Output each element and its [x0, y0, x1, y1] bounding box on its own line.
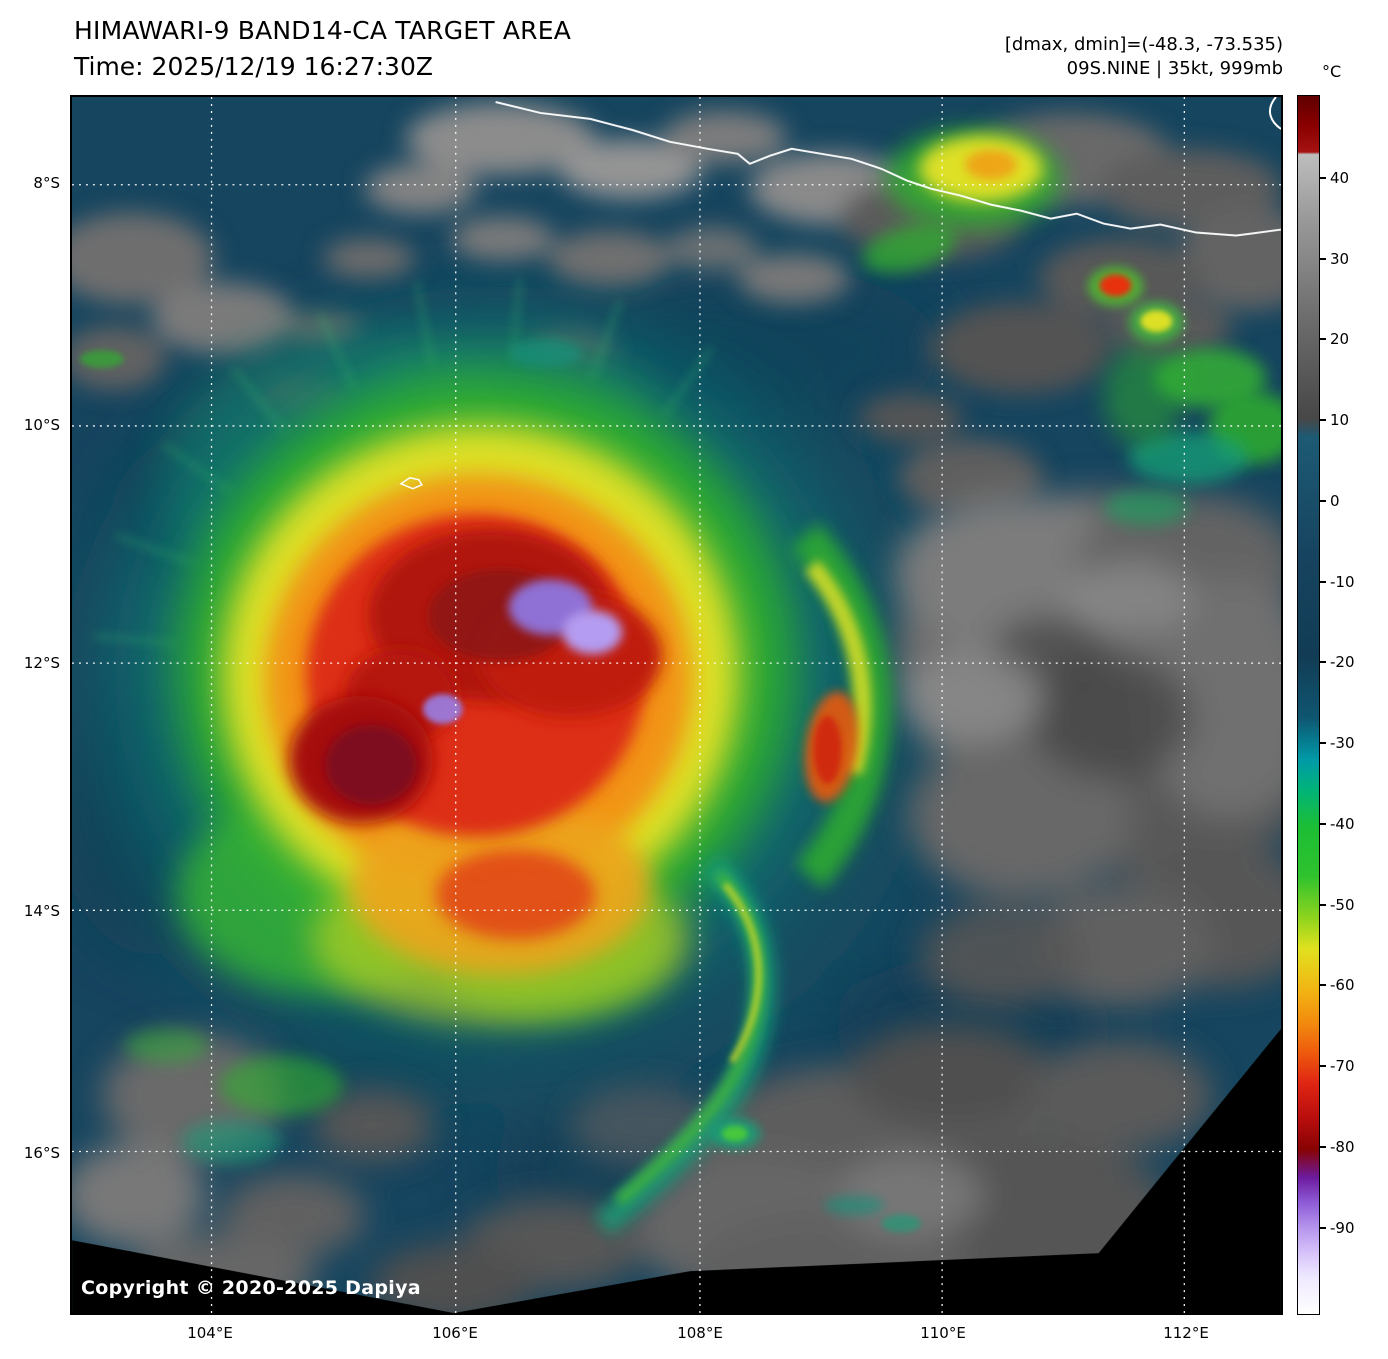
colorbar-tick-label: -80	[1330, 1138, 1355, 1156]
colorbar-tick	[1320, 661, 1326, 663]
colorbar-tick-label: -40	[1330, 815, 1355, 833]
lat-label-10s: 10°S	[23, 416, 60, 434]
colorbar-tick-label: 10	[1330, 411, 1350, 429]
lat-label-8s: 8°S	[33, 174, 60, 192]
colorbar	[1297, 95, 1320, 1315]
coastline-fragment	[1268, 97, 1281, 130]
colorbar-tick	[1320, 1146, 1326, 1148]
page-title: HIMAWARI-9 BAND14-CA TARGET AREA	[74, 16, 572, 45]
colorbar-unit-label: °C	[1322, 62, 1342, 81]
timestamp: Time: 2025/12/19 16:27:30Z	[74, 52, 433, 81]
colorbar-tick-label: -70	[1330, 1057, 1355, 1075]
graticule	[72, 97, 1281, 1313]
tropical-cyclone	[93, 278, 892, 1236]
lon-label-104e: 104°E	[187, 1324, 233, 1342]
colorbar-tick	[1320, 177, 1326, 179]
colorbar-tick	[1320, 823, 1326, 825]
colorbar-tick-label: -90	[1330, 1219, 1355, 1237]
colorbar-tick-label: -30	[1330, 734, 1355, 752]
colorbar-tick	[1320, 984, 1326, 986]
colorbar-tick	[1320, 742, 1326, 744]
lon-label-106e: 106°E	[432, 1324, 478, 1342]
copyright: Copyright © 2020-2025 Dapiya	[81, 1277, 421, 1299]
colorbar-tick-label: -60	[1330, 976, 1355, 994]
lon-label-108e: 108°E	[677, 1324, 723, 1342]
colorbar-tick	[1320, 1227, 1326, 1229]
dmax-dmin-readout: [dmax, dmin]=(-48.3, -73.535)	[1004, 34, 1283, 55]
cold-cloud-spots-northeast	[862, 128, 1281, 526]
colorbar-tick	[1320, 500, 1326, 502]
scattered-cold-spots	[79, 339, 922, 1233]
gray-clouds-north	[72, 102, 1281, 516]
colorbar-tick-label: -50	[1330, 896, 1355, 914]
colorbar-tick	[1320, 258, 1326, 260]
lat-label-16s: 16°S	[23, 1144, 60, 1162]
lon-label-112e: 112°E	[1163, 1324, 1209, 1342]
colorbar-tick	[1320, 338, 1326, 340]
colorbar-tick-label: 20	[1330, 330, 1350, 348]
colorbar-tick	[1320, 581, 1326, 583]
lat-label-14s: 14°S	[23, 902, 60, 920]
storm-info: 09S.NINE | 35kt, 999mb	[1066, 58, 1283, 79]
coastline	[495, 101, 1281, 237]
gray-clouds-east	[894, 490, 1281, 1009]
colorbar-tick-label: -10	[1330, 573, 1355, 591]
colorbar-tick-label: 0	[1330, 492, 1340, 510]
colorbar-tick	[1320, 904, 1326, 906]
satellite-map: Copyright © 2020-2025 Dapiya	[70, 95, 1283, 1315]
lat-label-12s: 12°S	[23, 654, 60, 672]
colorbar-tick-label: 40	[1330, 169, 1350, 187]
colorbar-tick-label: -20	[1330, 653, 1355, 671]
colorbar-tick	[1320, 1065, 1326, 1067]
satellite-image	[72, 97, 1281, 1313]
colorbar-tick	[1320, 419, 1326, 421]
island-outline	[399, 476, 423, 490]
lon-label-110e: 110°E	[920, 1324, 966, 1342]
outflow-streaks	[93, 278, 714, 646]
header-info: [dmax, dmin]=(-48.3, -73.535) 09S.NINE |…	[1005, 33, 1283, 81]
colorbar-tick-label: 30	[1330, 250, 1350, 268]
